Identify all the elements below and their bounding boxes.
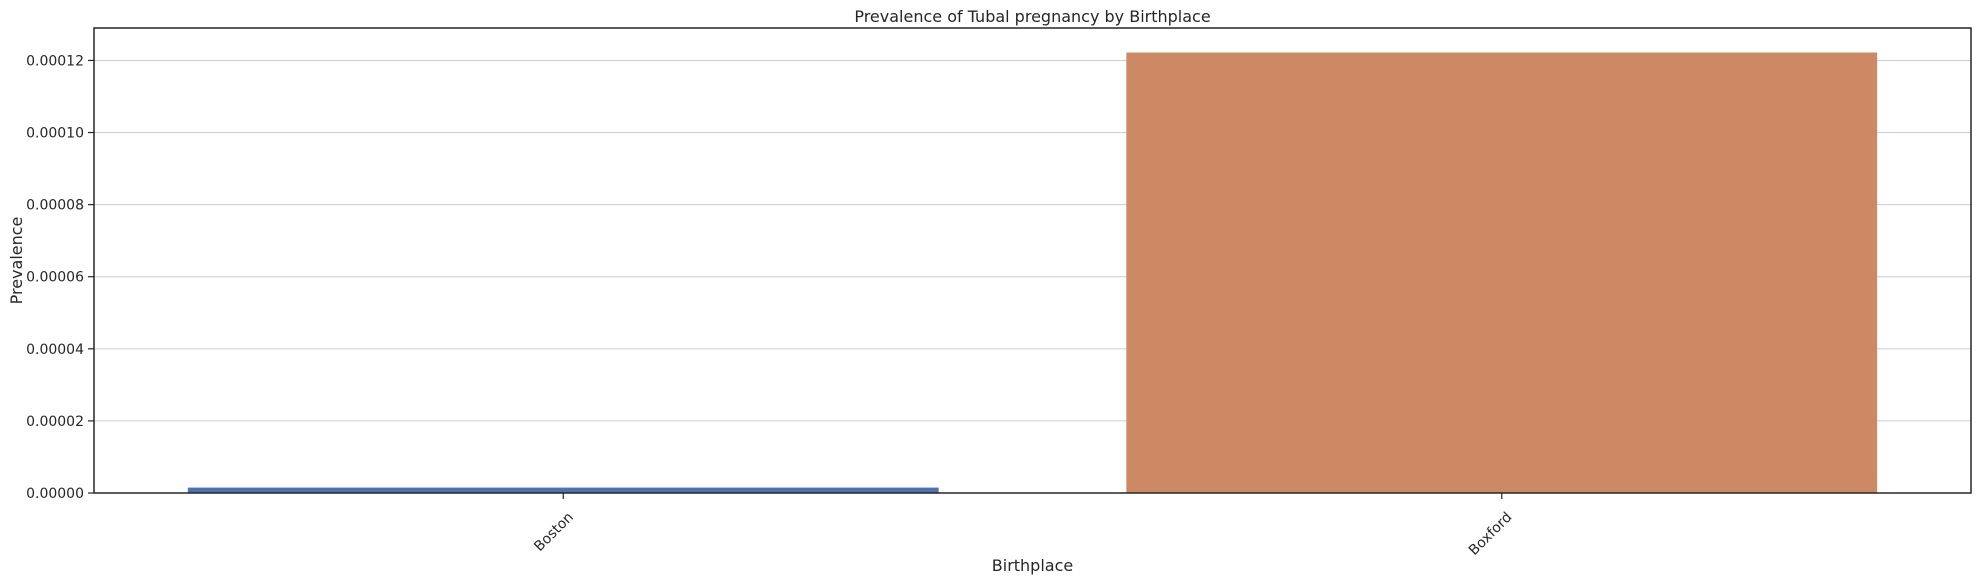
y-tick-label: 0.00004 bbox=[26, 342, 84, 358]
y-tick-label: 0.00008 bbox=[26, 198, 84, 214]
y-tick-label: 0.00006 bbox=[26, 270, 84, 286]
plot-frame bbox=[93, 27, 1972, 494]
y-axis-title: Prevalence bbox=[7, 217, 26, 305]
bar-boxford bbox=[1126, 52, 1878, 493]
bar-boston bbox=[187, 487, 939, 493]
y-tick-label: 0.00010 bbox=[26, 126, 84, 142]
y-tick-label: 0.00012 bbox=[26, 53, 84, 69]
bars bbox=[187, 52, 1878, 493]
y-tick-label: 0.00000 bbox=[26, 486, 84, 502]
y-tick-label: 0.00002 bbox=[26, 414, 84, 430]
x-axis-title: Birthplace bbox=[992, 556, 1073, 575]
y-axis-ticks: 0.00000 0.00002 0.00004 0.00006 0.00008 0.000… bbox=[26, 53, 94, 502]
chart-title: Prevalence of Tubal pregnancy by Birthpl… bbox=[854, 7, 1210, 26]
axes bbox=[93, 27, 1972, 494]
